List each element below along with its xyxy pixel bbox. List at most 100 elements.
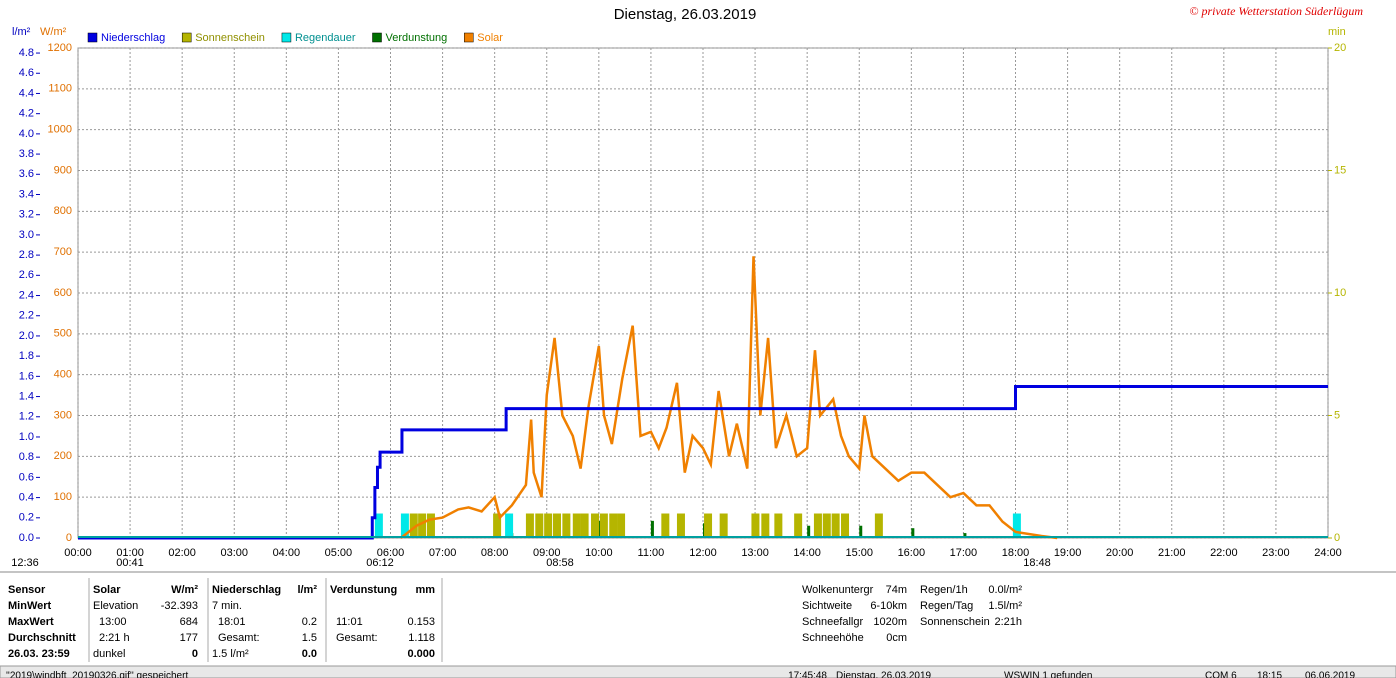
info-label: 7 min. <box>212 600 242 612</box>
info-value: 0.000 <box>407 648 435 660</box>
x-tick-label: 06:00 <box>377 547 405 559</box>
y3-tick-label: 5 <box>1334 409 1340 421</box>
status-text: 17:45:48 <box>788 671 827 678</box>
info-value: -32.393 <box>161 600 198 612</box>
x-tick-label: 20:00 <box>1106 547 1134 559</box>
y3-unit: min <box>1328 26 1346 38</box>
y-tick-label: 4.0 <box>19 128 34 140</box>
x-tick-label: 16:00 <box>898 547 926 559</box>
status-text: COM 6 <box>1205 671 1237 678</box>
info-head: Niederschlag <box>212 584 281 596</box>
bar <box>525 513 534 538</box>
bar <box>822 513 831 538</box>
legend-label: Solar <box>477 32 503 44</box>
info-label: 11:01 <box>336 616 363 628</box>
x-tick-label: 19:00 <box>1054 547 1082 559</box>
info-label: Gesamt: <box>218 632 260 644</box>
info-label: Sichtweite <box>802 600 852 612</box>
x-tick-label: 18:00 <box>1002 547 1030 559</box>
y2-unit: W/m² <box>40 26 67 38</box>
y-tick-label: 4.2 <box>19 108 34 120</box>
step-line <box>78 384 1328 540</box>
bar <box>374 513 383 538</box>
info-value: 1.118 <box>408 632 435 644</box>
info-value: 0.0l/m² <box>988 584 1022 596</box>
y-unit: l/m² <box>12 26 31 38</box>
bar <box>1012 513 1021 538</box>
info-label: dunkel <box>93 648 125 660</box>
x-tick-label: 23:00 <box>1262 547 1290 559</box>
info-label: Gesamt: <box>336 632 378 644</box>
y-tick-label: 3.4 <box>19 188 34 200</box>
bar <box>580 513 589 538</box>
y3-tick-label: 10 <box>1334 287 1346 299</box>
y-tick-label: 2.2 <box>19 310 34 322</box>
bar <box>704 513 713 538</box>
x-tick-label: 11:00 <box>638 547 665 559</box>
legend-swatch <box>464 32 474 43</box>
info-value: 74m <box>886 584 907 596</box>
y-tick-label: 1.4 <box>19 390 34 402</box>
info-head: Sensor <box>8 584 46 596</box>
info-value: 0 <box>192 648 198 660</box>
y3-tick-label: 20 <box>1334 42 1346 54</box>
legend-swatch <box>372 32 382 43</box>
bar <box>426 513 435 538</box>
y2-tick-label: 800 <box>54 205 72 217</box>
info-label: Elevation <box>93 600 138 612</box>
info-head: Verdunstung <box>330 584 397 596</box>
y-tick-label: 3.2 <box>19 209 34 221</box>
bar <box>572 513 581 538</box>
status-text: 06.06.2019 <box>1305 671 1355 678</box>
bar <box>505 513 514 538</box>
annotation: 06:12 <box>366 557 394 569</box>
status-text: ''2019\windbft_20190326.gif'' gespeicher… <box>6 671 188 678</box>
info-value: 684 <box>180 616 198 628</box>
x-tick-label: 13:00 <box>741 547 769 559</box>
bar <box>599 513 608 538</box>
info-value: 0cm <box>886 632 907 644</box>
legend-label: Sonnenschein <box>195 32 265 44</box>
bar <box>719 513 728 538</box>
x-tick-label: 01:00 <box>116 547 144 559</box>
bar <box>774 513 783 538</box>
x-tick-label: 00:00 <box>64 547 92 559</box>
y2-tick-label: 500 <box>54 328 72 340</box>
y-tick-label: 2.8 <box>19 249 34 261</box>
x-tick-label: 17:00 <box>950 547 978 559</box>
bar <box>911 528 915 538</box>
x-tick-label: 22:00 <box>1210 547 1238 559</box>
annotation: 00:41 <box>116 557 144 569</box>
bar <box>493 513 502 538</box>
annotation: 12:36 <box>11 557 39 569</box>
bar <box>859 525 863 538</box>
bar <box>807 525 811 538</box>
legend-label: Verdunstung <box>386 32 448 44</box>
legend-swatch <box>181 32 192 43</box>
y-tick-label: 0.4 <box>19 491 34 503</box>
bar <box>535 513 544 538</box>
y-tick-label: 2.0 <box>19 330 34 342</box>
credit: © private Wetterstation Süderlügum <box>1189 4 1363 18</box>
info-label: Regen/1h <box>920 584 968 596</box>
y-tick-label: 1.6 <box>19 370 34 382</box>
info-value: 1020m <box>873 616 907 628</box>
bar <box>761 513 770 538</box>
bar <box>617 513 626 538</box>
y2-tick-label: 100 <box>54 491 72 503</box>
chart-title: Dienstag, 26.03.2019 <box>614 6 757 23</box>
legend-swatch <box>87 32 98 43</box>
info-value: 2:21h <box>994 616 1022 628</box>
info-label: Schneefallgr <box>802 616 863 628</box>
x-tick-label: 15:00 <box>845 547 873 559</box>
bar <box>661 513 670 538</box>
info-label: Wolkenuntergr <box>802 584 874 596</box>
legend-swatch <box>281 32 292 43</box>
y2-tick-label: 1200 <box>48 42 72 54</box>
y-tick-label: 3.8 <box>19 148 34 160</box>
y2-tick-label: 400 <box>54 369 72 381</box>
info-unit: l/m² <box>297 584 317 596</box>
info-value: 1.5 <box>302 632 317 644</box>
info-unit: mm <box>415 584 435 596</box>
bar <box>400 513 409 538</box>
